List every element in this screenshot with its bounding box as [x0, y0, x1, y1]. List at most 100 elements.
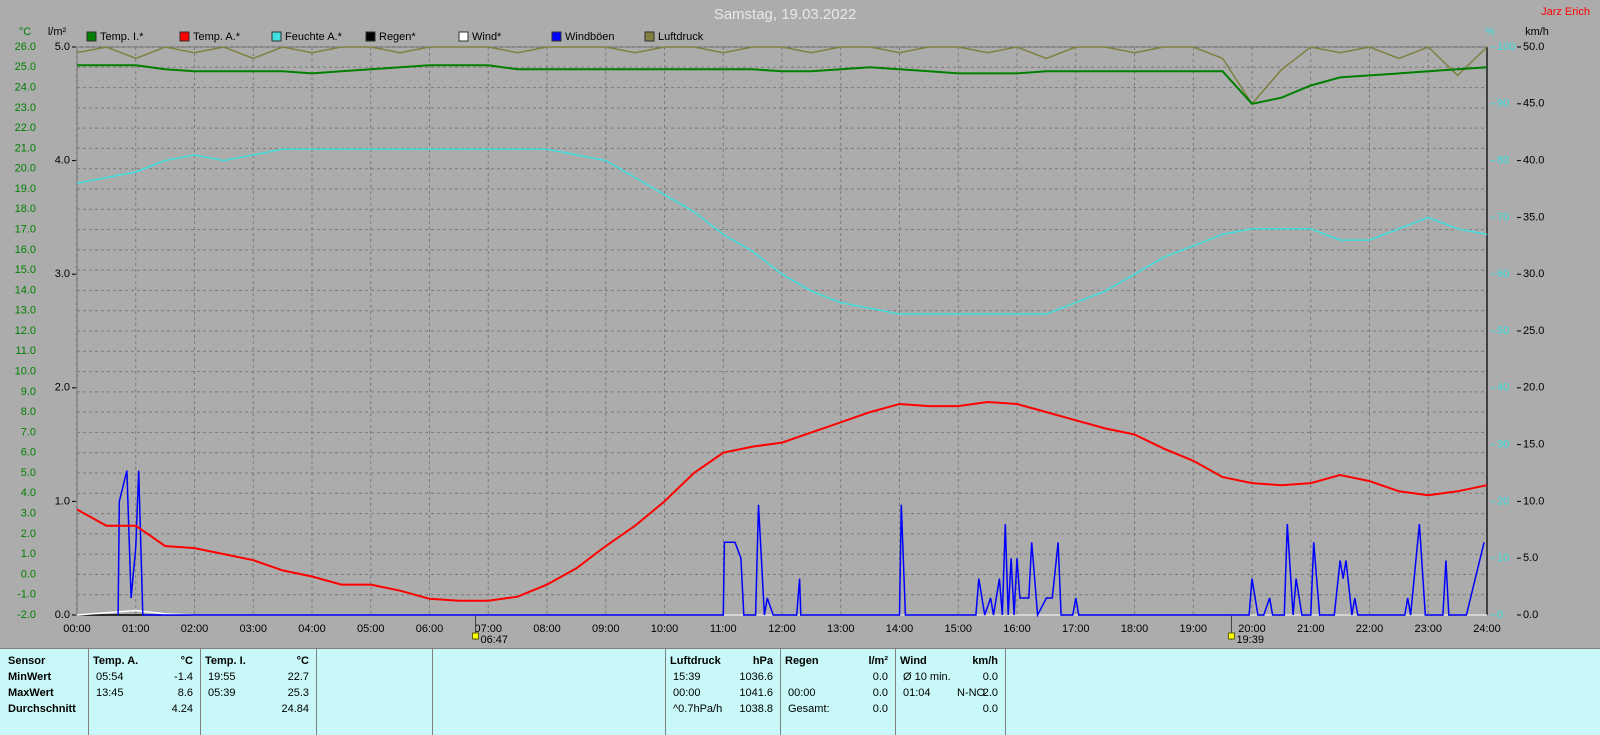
- y-tick-label: 22.0: [15, 122, 36, 134]
- y-tick-label: 18.0: [15, 203, 36, 215]
- y-tick-label: 2.0: [21, 528, 36, 540]
- axis-unit: °C: [19, 26, 31, 38]
- row-value: 0.0: [872, 687, 888, 699]
- y-tick-label: 50.0: [1523, 41, 1544, 53]
- axis-unit: l/m²: [48, 26, 67, 38]
- block-unit: km/h: [972, 655, 998, 667]
- y-tick-label: 5.0: [21, 467, 36, 479]
- legend-swatch: [644, 31, 655, 42]
- sun-icon: [472, 632, 480, 640]
- y-tick-label: 30: [1497, 439, 1509, 451]
- y-tick-label: 16.0: [15, 244, 36, 256]
- legend-label: Luftdruck: [658, 31, 704, 43]
- row-time: 00:00: [788, 687, 816, 699]
- block-title: Luftdruck: [670, 655, 721, 667]
- y-tick-label: 20.0: [1523, 382, 1544, 394]
- separator: [665, 649, 666, 735]
- row-label: Durchschnitt: [8, 703, 76, 715]
- y-tick-label: 40.0: [1523, 155, 1544, 167]
- legend-swatch: [86, 31, 97, 42]
- series-line: [76, 400, 1488, 602]
- separator: [432, 649, 433, 735]
- y-tick-label: 90: [1497, 98, 1509, 110]
- block-title: Temp. A.: [93, 655, 139, 667]
- y-tick-label: 2.0: [55, 382, 70, 394]
- row-value: 0.0: [982, 703, 998, 715]
- row-label: MinWert: [8, 671, 52, 683]
- row-direction: N-NO: [957, 687, 986, 699]
- y-tick-label: 35.0: [1523, 211, 1544, 223]
- row-value: 0.0: [982, 671, 998, 683]
- row-time: ^0.7hPa/h: [673, 703, 723, 715]
- legend-label: Feuchte A.*: [285, 31, 343, 43]
- x-tick-label: 07:00: [474, 623, 502, 635]
- series-line: [117, 470, 1485, 618]
- legend-swatch: [179, 31, 190, 42]
- x-tick-label: 00:00: [63, 623, 91, 635]
- separator: [895, 649, 896, 735]
- separator: [88, 649, 89, 735]
- y-tick-label: 19.0: [15, 183, 36, 195]
- x-tick-label: 03:00: [239, 623, 267, 635]
- row-value: -1.4: [174, 671, 193, 683]
- legend-label: Regen*: [379, 31, 416, 43]
- y-tick-label: 24.0: [15, 81, 36, 93]
- y-tick-label: 15.0: [15, 264, 36, 276]
- block-title: Temp. I.: [205, 655, 246, 667]
- y-tick-label: 20.0: [15, 163, 36, 175]
- row-value: 0.0: [872, 703, 888, 715]
- x-tick-label: 18:00: [1121, 623, 1149, 635]
- y-tick-label: 25.0: [1523, 325, 1544, 337]
- chart: Samstag, 19.03.2022 Jarz Erich °C l/m² %…: [15, 6, 1590, 646]
- legend-swatch: [458, 31, 469, 42]
- x-tick-label: 17:00: [1062, 623, 1090, 635]
- y-tick-label: 1.0: [55, 495, 70, 507]
- x-tick-label: 11:00: [710, 623, 737, 635]
- row-time: 13:45: [96, 687, 124, 699]
- x-tick-label: 10:00: [651, 623, 679, 635]
- series-line: [76, 148, 1488, 315]
- legend-swatch: [365, 31, 376, 42]
- y-tick-label: 15.0: [1523, 439, 1544, 451]
- separator: [316, 649, 317, 735]
- y-tick-label: 5.0: [1523, 552, 1538, 564]
- y-tick-label: 8.0: [21, 406, 36, 418]
- row-value: 4.24: [171, 703, 193, 715]
- y-tick-label: 30.0: [1523, 268, 1544, 280]
- row-time: 19:55: [208, 671, 236, 683]
- x-tick-label: 02:00: [181, 623, 209, 635]
- x-tick-label: 21:00: [1297, 623, 1325, 635]
- y-tick-label: 5.0: [55, 41, 70, 53]
- row-value: 0.0: [872, 671, 888, 683]
- series-line: [77, 64, 1488, 105]
- legend-label: Temp. A.*: [193, 31, 241, 43]
- y-tick-label: 10.0: [15, 365, 36, 377]
- y-tick-label: 21.0: [15, 142, 36, 154]
- y-tick-label: 4.0: [55, 155, 70, 167]
- block-title: Regen: [785, 655, 819, 667]
- row-value: 1036.6: [739, 671, 773, 683]
- y-tick-label: 3.0: [21, 507, 36, 519]
- y-tick-label: 50: [1497, 325, 1509, 337]
- y-tick-label: 14.0: [15, 284, 36, 296]
- y-tick-label: 80: [1497, 155, 1509, 167]
- x-tick-label: 19:00: [1179, 623, 1207, 635]
- x-tick-label: 01:00: [122, 623, 150, 635]
- y-tick-label: 20: [1497, 495, 1509, 507]
- legend-label: Wind*: [472, 31, 502, 43]
- y-tick-label: 12.0: [15, 325, 36, 337]
- row-time: 15:39: [673, 671, 701, 683]
- stats-panel: Sensor MinWert MaxWert Durchschnitt Temp. A.…: [0, 648, 1600, 735]
- row-label: Sensor: [8, 655, 46, 667]
- x-tick-label: 09:00: [592, 623, 620, 635]
- y-tick-label: 6.0: [21, 447, 36, 459]
- x-tick-label: 16:00: [1003, 623, 1031, 635]
- y-tick-label: 4.0: [21, 487, 36, 499]
- y-tick-label: 40: [1497, 382, 1509, 394]
- author: Jarz Erich: [1541, 6, 1590, 18]
- row-value: 22.7: [287, 671, 309, 683]
- y-tick-label: 0: [1497, 609, 1503, 621]
- legend-swatch: [551, 31, 562, 42]
- y-tick-label: 70: [1497, 211, 1509, 223]
- y-tick-label: 25.0: [15, 61, 36, 73]
